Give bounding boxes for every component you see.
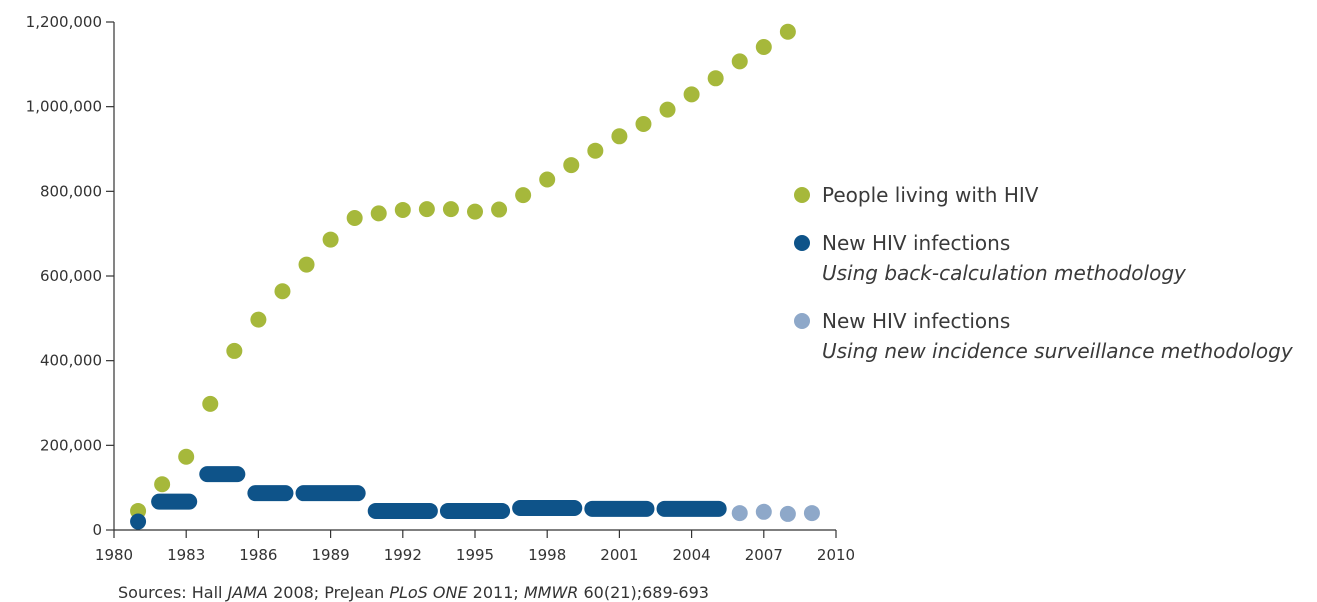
- journal-name: PLoS ONE: [389, 583, 468, 602]
- data-point: [683, 86, 700, 103]
- x-tick-label: 1998: [528, 546, 566, 564]
- legend-item-people-living: People living with HIV: [794, 180, 1314, 210]
- x-tick-label: 2004: [673, 546, 711, 564]
- x-tick-label: 2007: [745, 546, 783, 564]
- x-tick-label: 1983: [167, 546, 205, 564]
- y-tick-label: 1,000,000: [26, 98, 102, 116]
- series-0: [130, 23, 796, 519]
- series-1: [130, 466, 727, 530]
- y-tick-label: 600,000: [40, 267, 102, 285]
- data-point: [322, 231, 339, 248]
- data-point: [491, 201, 508, 218]
- data-range-bar: [584, 500, 655, 517]
- data-point: [755, 38, 772, 55]
- data-point: [587, 142, 604, 159]
- data-point: [755, 503, 772, 520]
- data-point: [298, 256, 315, 273]
- x-tick-label: 1989: [312, 546, 350, 564]
- data-point: [370, 205, 387, 222]
- data-point: [130, 513, 147, 530]
- sources-text: 60(21);689-693: [578, 583, 709, 602]
- legend-marker-incidence-surveillance: [794, 313, 810, 329]
- x-tick-label: 1992: [384, 546, 422, 564]
- data-point: [539, 171, 556, 188]
- data-point: [515, 187, 532, 204]
- data-range-bar: [367, 502, 438, 519]
- data-point: [731, 505, 748, 522]
- data-range-bar: [199, 466, 246, 483]
- data-point: [226, 342, 243, 359]
- data-point: [154, 476, 171, 493]
- legend-marker-back-calculation: [794, 235, 810, 251]
- legend-marker-people-living: [794, 187, 810, 203]
- y-tick-label: 800,000: [40, 182, 102, 200]
- data-point: [250, 311, 267, 328]
- data-marks: [130, 23, 820, 530]
- legend: People living with HIV New HIV infection…: [794, 180, 1314, 384]
- sources-text: Sources: Hall: [118, 583, 228, 602]
- sources-text: 2008; PreJean: [268, 583, 390, 602]
- data-point: [394, 201, 411, 218]
- data-point: [442, 201, 459, 218]
- data-point: [779, 23, 796, 40]
- y-tick-label: 200,000: [40, 436, 102, 454]
- y-tick-label: 400,000: [40, 352, 102, 370]
- data-point: [803, 505, 820, 522]
- legend-sublabel: Using back-calculation methodology: [822, 261, 1186, 285]
- y-tick-label: 0: [92, 521, 102, 539]
- series-2: [731, 503, 820, 522]
- x-tick-label: 2010: [817, 546, 855, 564]
- axes: [106, 21, 837, 538]
- data-point: [346, 210, 363, 227]
- legend-sublabel: Using new incidence surveillance methodo…: [822, 339, 1293, 363]
- x-tick-label: 1986: [239, 546, 277, 564]
- legend-item-back-calculation: New HIV infections Using back-calculatio…: [794, 228, 1314, 288]
- data-point: [707, 70, 724, 87]
- data-point: [563, 157, 580, 174]
- data-point: [178, 448, 195, 465]
- data-point: [635, 116, 652, 133]
- data-range-bar: [439, 502, 511, 519]
- data-point: [274, 283, 291, 300]
- journal-name: MMWR: [523, 583, 579, 602]
- x-tick-label: 2001: [600, 546, 638, 564]
- data-point: [467, 203, 483, 220]
- sources-text: 2011;: [467, 583, 524, 602]
- legend-label: New HIV infections: [822, 309, 1011, 333]
- data-range-bar: [247, 485, 294, 502]
- y-tick-label: 1,200,000: [26, 13, 102, 31]
- legend-label: New HIV infections: [822, 231, 1011, 255]
- data-point: [731, 53, 748, 70]
- data-point: [611, 128, 628, 145]
- legend-item-incidence-surveillance: New HIV infections Using new incidence s…: [794, 306, 1314, 366]
- data-range-bar: [656, 500, 727, 517]
- data-range-bar: [512, 499, 583, 516]
- sources-note: Sources: Hall JAMA 2008; PreJean PLoS ON…: [118, 583, 709, 602]
- data-point: [418, 201, 435, 218]
- x-tick-label: 1980: [95, 546, 133, 564]
- tick-labels: 1980 1983 1986 1989 1992 1995 1998 2001 2004 2007…: [26, 13, 855, 564]
- data-point: [659, 101, 676, 118]
- x-tick-label: 1995: [456, 546, 494, 564]
- data-point: [202, 395, 219, 412]
- data-point: [779, 505, 796, 522]
- legend-label: People living with HIV: [822, 183, 1039, 207]
- data-range-bar: [151, 493, 198, 510]
- journal-name: JAMA: [227, 583, 268, 602]
- data-range-bar: [295, 485, 366, 502]
